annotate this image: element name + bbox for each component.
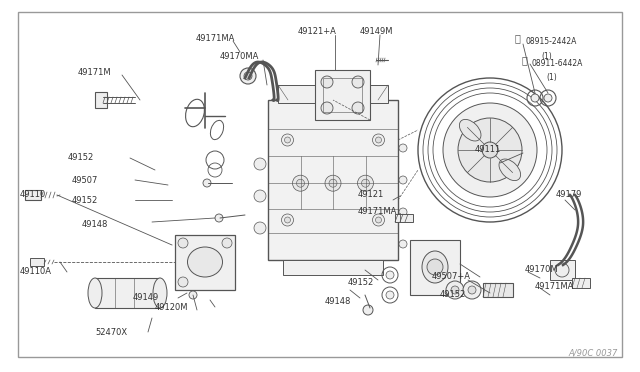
Circle shape bbox=[386, 271, 394, 279]
Circle shape bbox=[285, 137, 291, 143]
FancyBboxPatch shape bbox=[30, 258, 44, 266]
Circle shape bbox=[399, 240, 407, 248]
Ellipse shape bbox=[153, 278, 167, 308]
Circle shape bbox=[178, 238, 188, 248]
FancyBboxPatch shape bbox=[278, 85, 388, 103]
Text: 49121+A: 49121+A bbox=[298, 27, 337, 36]
Text: 49171MA: 49171MA bbox=[358, 207, 397, 216]
Circle shape bbox=[222, 238, 232, 248]
Circle shape bbox=[285, 217, 291, 223]
Text: 49171M: 49171M bbox=[78, 68, 111, 77]
Circle shape bbox=[386, 291, 394, 299]
Circle shape bbox=[215, 214, 223, 222]
Circle shape bbox=[329, 179, 337, 187]
FancyBboxPatch shape bbox=[410, 240, 460, 295]
Text: (1): (1) bbox=[541, 52, 552, 61]
Ellipse shape bbox=[499, 159, 520, 180]
Circle shape bbox=[372, 134, 385, 146]
Circle shape bbox=[189, 291, 197, 299]
Circle shape bbox=[203, 179, 211, 187]
FancyBboxPatch shape bbox=[268, 100, 398, 260]
Ellipse shape bbox=[460, 119, 481, 141]
Text: 49149M: 49149M bbox=[360, 27, 394, 36]
Circle shape bbox=[254, 158, 266, 170]
Text: 49152: 49152 bbox=[72, 196, 99, 205]
Circle shape bbox=[321, 102, 333, 114]
FancyBboxPatch shape bbox=[315, 70, 370, 120]
Text: 49179: 49179 bbox=[556, 190, 582, 199]
Ellipse shape bbox=[422, 251, 448, 283]
Circle shape bbox=[443, 103, 537, 197]
Text: 49171MA: 49171MA bbox=[196, 34, 236, 43]
Circle shape bbox=[282, 134, 294, 146]
Circle shape bbox=[358, 175, 374, 191]
Circle shape bbox=[399, 144, 407, 152]
Text: 49507+A: 49507+A bbox=[432, 272, 471, 281]
Ellipse shape bbox=[88, 278, 102, 308]
Circle shape bbox=[376, 217, 381, 223]
Circle shape bbox=[352, 76, 364, 88]
Text: 49152: 49152 bbox=[440, 290, 467, 299]
Circle shape bbox=[463, 281, 481, 299]
Circle shape bbox=[544, 94, 552, 102]
Circle shape bbox=[399, 208, 407, 216]
Circle shape bbox=[321, 76, 333, 88]
Text: 49110A: 49110A bbox=[20, 267, 52, 276]
FancyBboxPatch shape bbox=[18, 12, 622, 357]
FancyBboxPatch shape bbox=[283, 260, 383, 275]
Text: 49111: 49111 bbox=[475, 145, 501, 154]
Text: 49507: 49507 bbox=[72, 176, 99, 185]
Circle shape bbox=[376, 137, 381, 143]
FancyBboxPatch shape bbox=[483, 283, 513, 297]
Circle shape bbox=[282, 214, 294, 226]
Text: 49171MA: 49171MA bbox=[535, 282, 574, 291]
Text: 49110: 49110 bbox=[20, 190, 46, 199]
Circle shape bbox=[325, 175, 341, 191]
Text: 08915-2442A: 08915-2442A bbox=[526, 37, 577, 46]
Circle shape bbox=[372, 214, 385, 226]
Text: (1): (1) bbox=[546, 73, 557, 82]
Text: Ⓜ: Ⓜ bbox=[514, 33, 520, 43]
Text: 49170MA: 49170MA bbox=[220, 52, 259, 61]
Circle shape bbox=[468, 286, 476, 294]
Text: 49148: 49148 bbox=[82, 220, 108, 229]
Circle shape bbox=[178, 277, 188, 287]
Text: 49152: 49152 bbox=[348, 278, 374, 287]
Circle shape bbox=[240, 68, 256, 84]
Circle shape bbox=[296, 179, 305, 187]
Text: 08911-6442A: 08911-6442A bbox=[532, 59, 584, 68]
Circle shape bbox=[482, 142, 498, 158]
Circle shape bbox=[352, 102, 364, 114]
Text: A/90C 0037: A/90C 0037 bbox=[568, 348, 618, 357]
FancyBboxPatch shape bbox=[95, 92, 107, 108]
Circle shape bbox=[399, 176, 407, 184]
Text: 49148: 49148 bbox=[325, 297, 351, 306]
Text: 49121: 49121 bbox=[358, 190, 384, 199]
Text: 52470X: 52470X bbox=[95, 328, 127, 337]
FancyBboxPatch shape bbox=[550, 260, 575, 280]
Circle shape bbox=[254, 190, 266, 202]
Text: 49170M: 49170M bbox=[525, 265, 559, 274]
Circle shape bbox=[292, 175, 308, 191]
Text: 49152: 49152 bbox=[68, 153, 94, 162]
Circle shape bbox=[531, 94, 539, 102]
Circle shape bbox=[254, 222, 266, 234]
FancyBboxPatch shape bbox=[175, 235, 235, 290]
Text: Ⓝ: Ⓝ bbox=[521, 55, 527, 65]
FancyBboxPatch shape bbox=[25, 190, 41, 200]
Circle shape bbox=[363, 305, 373, 315]
Text: 49120M: 49120M bbox=[155, 303, 189, 312]
FancyBboxPatch shape bbox=[95, 278, 160, 308]
Circle shape bbox=[362, 179, 369, 187]
Text: 49149: 49149 bbox=[133, 293, 159, 302]
Circle shape bbox=[451, 286, 459, 294]
Ellipse shape bbox=[188, 247, 223, 277]
Circle shape bbox=[555, 263, 569, 277]
Circle shape bbox=[458, 118, 522, 182]
Circle shape bbox=[244, 72, 252, 80]
Circle shape bbox=[427, 259, 443, 275]
FancyBboxPatch shape bbox=[395, 214, 413, 222]
FancyBboxPatch shape bbox=[572, 278, 590, 288]
Circle shape bbox=[446, 281, 464, 299]
